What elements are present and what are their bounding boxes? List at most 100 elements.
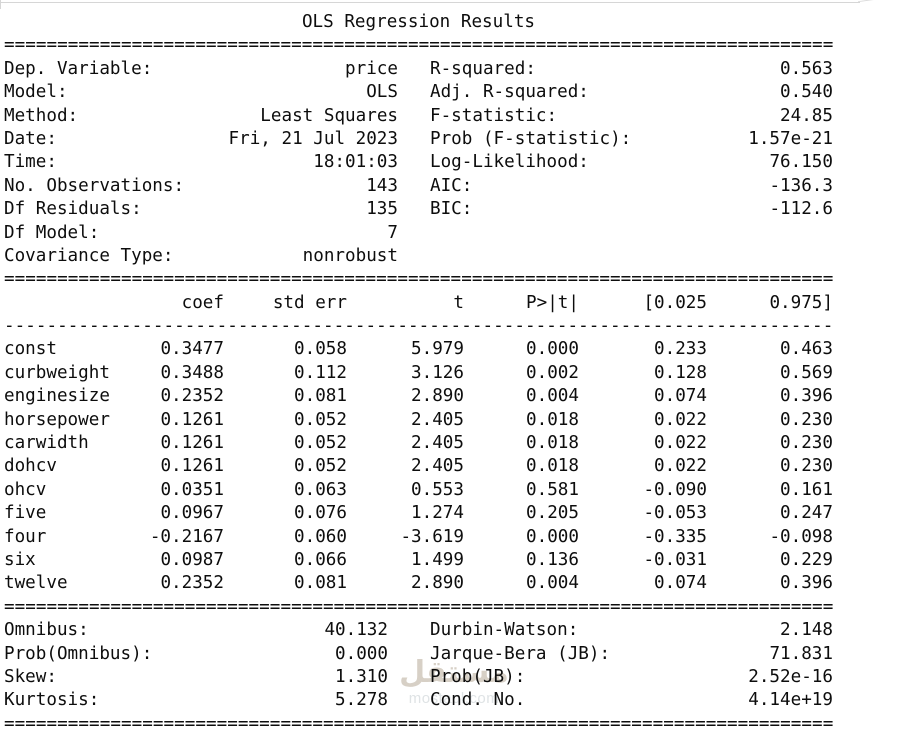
cell-ci-high: 0.161 xyxy=(780,479,833,500)
cell-p-value: 0.002 xyxy=(526,362,579,383)
summary-row-dep-variable: Dep. Variable: price R-squared: 0.563 xyxy=(4,58,833,81)
cell-border-top-tick xyxy=(858,0,875,3)
diag-label: Kurtosis: xyxy=(4,690,100,711)
cell-coef: 0.1261 xyxy=(160,456,224,477)
cell-coef: 0.1261 xyxy=(160,433,224,454)
summary-row-model: Model: OLS Adj. R-squared: 0.540 xyxy=(4,81,833,104)
coef-row-twelve: twelve 0.2352 0.081 2.890 0.004 0.074 0.396 xyxy=(4,572,833,595)
cell-std-err: 0.060 xyxy=(294,526,347,547)
summary-value: 1.57e-21 xyxy=(748,128,833,149)
diag-value: 40.132 xyxy=(324,620,388,641)
col-t: t xyxy=(453,292,464,313)
cell-std-err: 0.052 xyxy=(294,433,347,454)
summary-value: nonrobust xyxy=(302,245,398,266)
summary-value: Fri, 21 Jul 2023 xyxy=(228,128,398,149)
cell-t: 2.405 xyxy=(411,433,464,454)
cell-term: const xyxy=(4,339,57,360)
summary-label xyxy=(430,245,645,268)
cell-t: 0.553 xyxy=(411,479,464,500)
cell-ci-high: 0.569 xyxy=(780,362,833,383)
cell-std-err: 0.112 xyxy=(294,362,347,383)
cell-ci-low: 0.128 xyxy=(654,362,707,383)
cell-t: -3.619 xyxy=(400,526,464,547)
cell-ci-high: 0.396 xyxy=(780,573,833,594)
coef-row-carwidth: carwidth 0.1261 0.052 2.405 0.018 0.022 0.230 xyxy=(4,432,833,455)
summary-label: Df Residuals: xyxy=(4,199,142,220)
summary-label: R-squared: xyxy=(430,58,536,79)
diag-label: Prob(Omnibus): xyxy=(4,643,153,664)
diag-row-skew: Skew: 1.310 Prob(JB): 2.52e-16 xyxy=(4,666,833,689)
cell-t: 2.405 xyxy=(411,456,464,477)
summary-row-covariance-type: Covariance Type: nonrobust xyxy=(4,245,833,268)
coef-row-dohcv: dohcv 0.1261 0.052 2.405 0.018 0.022 0.230 xyxy=(4,455,833,478)
cell-coef: 0.2352 xyxy=(160,386,224,407)
cell-ci-low: -0.335 xyxy=(643,526,707,547)
coef-row-ohcv: ohcv 0.0351 0.063 0.553 0.581 -0.090 0.161 xyxy=(4,479,833,502)
cell-ci-high: 0.463 xyxy=(780,339,833,360)
summary-value xyxy=(645,245,833,268)
cell-ci-high: -0.098 xyxy=(769,526,833,547)
cell-ci-high: 0.230 xyxy=(780,433,833,454)
coef-row-horsepower: horsepower 0.1261 0.052 2.405 0.018 0.022 0.23… xyxy=(4,409,833,432)
summary-value: -136.3 xyxy=(769,175,833,196)
cell-p-value: 0.205 xyxy=(526,503,579,524)
cell-p-value: 0.581 xyxy=(526,479,579,500)
diag-label: Durbin-Watson: xyxy=(430,620,579,641)
diag-label: Prob(JB): xyxy=(430,666,526,687)
col-ci-low: [0.025 xyxy=(643,292,707,313)
summary-value: Least Squares xyxy=(260,105,398,126)
diag-label: Cond. No. xyxy=(430,690,526,711)
summary-row-date: Date: Fri, 21 Jul 2023 Prob (F-statistic):… xyxy=(4,128,833,151)
cell-term: ohcv xyxy=(4,479,47,500)
coef-row-const: const 0.3477 0.058 5.979 0.000 0.233 0.463 xyxy=(4,338,833,361)
diag-value: 5.278 xyxy=(335,690,388,711)
diag-row-omnibus: Omnibus: 40.132 Durbin-Watson: 2.148 xyxy=(4,619,833,642)
cell-coef: 0.3477 xyxy=(160,339,224,360)
summary-value: price xyxy=(345,58,398,79)
cell-coef: 0.2352 xyxy=(160,573,224,594)
cell-p-value: 0.000 xyxy=(526,526,579,547)
report-body: OLS Regression Results =================… xyxy=(0,11,915,730)
cell-p-value: 0.004 xyxy=(526,386,579,407)
col-ci-high: 0.975] xyxy=(769,292,833,313)
cell-term: five xyxy=(4,503,47,524)
cell-p-value: 0.000 xyxy=(526,339,579,360)
summary-value: OLS xyxy=(366,82,398,103)
cell-ci-low: 0.074 xyxy=(654,573,707,594)
summary-row-time: Time: 18:01:03 Log-Likelihood: 76.150 xyxy=(4,151,833,174)
cell-ci-high: 0.230 xyxy=(780,409,833,430)
summary-label: Dep. Variable: xyxy=(4,58,153,79)
diag-value: 0.000 xyxy=(335,643,388,664)
cell-std-err: 0.066 xyxy=(294,549,347,570)
summary-value: 24.85 xyxy=(780,105,833,126)
cell-t: 1.499 xyxy=(411,549,464,570)
cell-ci-low: 0.074 xyxy=(654,386,707,407)
cell-ci-low: -0.090 xyxy=(643,479,707,500)
coef-row-curbweight: curbweight 0.3488 0.112 3.126 0.002 0.128 0.56… xyxy=(4,362,833,385)
diag-label: Omnibus: xyxy=(4,620,89,641)
diag-row-prob-omnibus: Prob(Omnibus): 0.000 Jarque-Bera (JB): 71.8… xyxy=(4,643,833,666)
summary-value: 135 xyxy=(366,199,398,220)
col-p-value: P>|t| xyxy=(526,292,579,313)
summary-label: F-statistic: xyxy=(430,105,558,126)
diag-value: 2.148 xyxy=(780,620,833,641)
summary-value: -112.6 xyxy=(769,199,833,220)
diag-label: Jarque-Bera (JB): xyxy=(430,643,611,664)
cell-ci-low: 0.022 xyxy=(654,433,707,454)
col-coef: coef xyxy=(181,292,224,313)
summary-label: Date: xyxy=(4,128,57,149)
summary-value: 76.150 xyxy=(769,152,833,173)
cell-coef: 0.0351 xyxy=(160,479,224,500)
cell-std-err: 0.063 xyxy=(294,479,347,500)
summary-label: Adj. R-squared: xyxy=(430,82,589,103)
diag-label: Skew: xyxy=(4,666,57,687)
summary-label: Df Model: xyxy=(4,222,100,243)
cell-ci-high: 0.229 xyxy=(780,549,833,570)
summary-row-method: Method: Least Squares F-statistic: 24.85 xyxy=(4,105,833,128)
cell-term: twelve xyxy=(4,573,68,594)
cell-t: 5.979 xyxy=(411,339,464,360)
report-title: OLS Regression Results xyxy=(301,12,536,32)
cell-coef: -0.2167 xyxy=(149,526,224,547)
separator-double: ========================================… xyxy=(4,269,833,290)
cell-p-value: 0.018 xyxy=(526,409,579,430)
